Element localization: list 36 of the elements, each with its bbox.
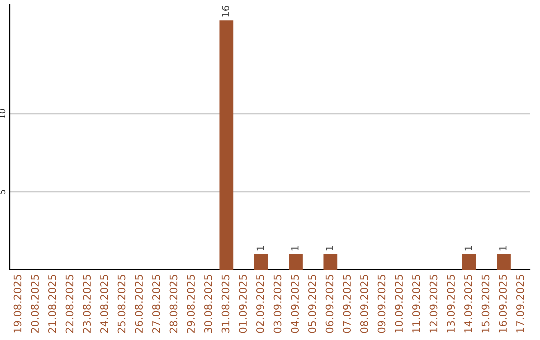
data-label: 1 [326,246,334,251]
x-tick-label: 08.09.2025 [360,275,368,334]
x-tick-label: 06.09.2025 [326,275,334,334]
x-tick-label: 05.09.2025 [308,275,316,334]
x-tick-label: 13.09.2025 [447,275,456,333]
x-tick-label: 09.09.2025 [378,275,386,334]
data-label: 1 [292,246,299,251]
x-tick-label: 07.09.2025 [343,275,352,334]
x-tick-label: 20.08.2025 [31,275,40,334]
data-label: 1 [256,246,264,251]
x-tick-label: 26.08.2025 [135,275,144,334]
x-tick-label: 15.09.2025 [482,275,490,333]
x-tick-label: 10.09.2025 [395,275,404,333]
x-tick-label: 02.09.2025 [256,275,264,334]
x-tick-label: 17.09.2025 [516,275,524,333]
x-tick-label: 12.09.2025 [430,275,438,333]
x-tick-label: 30.08.2025 [204,275,212,334]
x-tick-label: 01.09.2025 [239,275,248,334]
x-tick-label: 23.08.2025 [83,275,92,334]
x-tick-label: 19.08.2025 [14,275,22,333]
x-tick-label: 28.08.2025 [170,275,178,334]
x-tick-label: 03.09.2025 [274,275,282,334]
data-label: 1 [464,246,472,251]
x-tick-label: 21.08.2025 [48,275,56,334]
x-tick-label: 29.08.2025 [187,275,196,334]
x-tick-label: 16.09.2025 [499,275,508,333]
data-label: 16 [222,6,230,17]
x-tick-label: 24.08.2025 [100,275,108,334]
x-tick-label: 31.08.2025 [222,275,230,334]
x-tick-label: 27.08.2025 [152,275,160,334]
x-tick-label: 04.09.2025 [291,275,300,334]
x-tick-label: 14.09.2025 [464,275,472,333]
x-tick-label: 25.08.2025 [118,275,126,334]
data-label: 1 [500,246,507,251]
x-tick-label: 22.08.2025 [66,275,74,334]
x-tick-label: 11.09.2025 [412,275,420,333]
